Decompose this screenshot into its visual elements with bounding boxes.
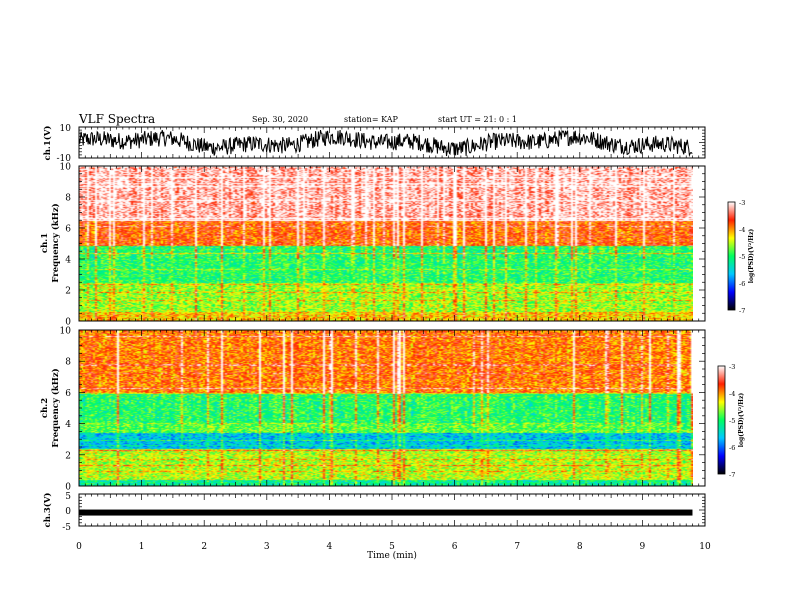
ch3-ytick-mid: 0 — [65, 507, 71, 517]
x-tick-label: 9 — [640, 542, 646, 552]
x-tick-label: 8 — [577, 542, 583, 552]
freq-tick-label: 0 — [65, 318, 71, 328]
freq-tick-label: 6 — [65, 389, 71, 399]
freq-tick-label: 2 — [65, 451, 71, 461]
ch2-spectrogram-panel: ch.2 Frequency (kHz) — [40, 329, 706, 487]
x-tick-label: 3 — [264, 542, 270, 552]
x-tick-label: 10 — [699, 542, 711, 552]
ch3-ytick-bottom: -5 — [62, 523, 71, 533]
x-tick-label: 0 — [76, 542, 82, 552]
cb1-tick-top: -3 — [739, 199, 745, 207]
ch3-waveform-line — [79, 509, 693, 516]
x-tick-label: 6 — [452, 542, 458, 552]
ch1-spectrogram-frame — [78, 165, 706, 322]
freq-tick-label: 4 — [65, 256, 71, 266]
ch1-ytick-top: 10 — [60, 124, 72, 134]
cb2-tick-4: -6 — [729, 444, 735, 452]
ch1-colorbar-gradient — [727, 201, 736, 311]
ch1-frame — [78, 126, 706, 159]
cb2-tick-3: -5 — [729, 417, 735, 425]
x-axis-label: Time (min) — [367, 550, 417, 561]
x-tick-label: 7 — [514, 542, 520, 552]
ch3-frame — [78, 493, 706, 527]
freq-tick-label: 2 — [65, 287, 71, 297]
ch1-ytick-bottom: -10 — [57, 154, 72, 164]
ch1-colorbar: -3 -4 -5 -6 -7 log(PSD)(V²/Hz) — [727, 199, 755, 315]
x-tick-label: 2 — [201, 542, 207, 552]
x-tick-label: 1 — [139, 542, 145, 552]
ch3-waveform-panel: 5 0 -5 ch.3(V) Time (min) — [42, 492, 706, 561]
cb2-tick-bottom: -7 — [729, 471, 735, 479]
freq-tick-label: 4 — [65, 420, 71, 430]
freq-tick-label: 10 — [60, 163, 72, 173]
cb1-tick-4: -6 — [739, 280, 745, 288]
freq-tick-label: 6 — [65, 225, 71, 235]
ch1-spectrogram-image — [79, 166, 693, 321]
ch1-spec-ylabel-2: Frequency (kHz) — [50, 203, 61, 282]
x-tick-labels: 0 1 2 3 4 5 6 7 8 9 10 — [76, 542, 711, 552]
ch2-spectrogram-frame — [78, 329, 706, 487]
cb2-tick-top: -3 — [729, 363, 735, 371]
ch1-waveform-panel: 10 -10 ch.1(V) — [42, 124, 706, 164]
freq-tick-label: 8 — [65, 194, 71, 204]
ch3-ylabel: ch.3(V) — [42, 493, 53, 528]
freq-tick-label: 10 — [60, 327, 72, 337]
cb2-tick-2: -4 — [729, 390, 735, 398]
x-tick-label: 5 — [389, 542, 395, 552]
cb1-tick-bottom: -7 — [739, 307, 745, 315]
ch1-ylabel: ch.1(V) — [42, 126, 53, 161]
x-tick-label: 4 — [327, 542, 333, 552]
ch2-spec-ylabel-2: Frequency (kHz) — [50, 368, 61, 447]
ch2-spec-ylabel-1: ch.2 — [40, 398, 50, 418]
freq-tick-label: 8 — [65, 358, 71, 368]
cb1-label: log(PSD)(V²/Hz) — [748, 229, 755, 284]
ch1-spec-ylabel-1: ch.1 — [40, 233, 50, 253]
figure-title: VLF Spectra — [78, 112, 155, 126]
station-label: station= KAP — [344, 115, 399, 124]
freq-tick-label: 0 — [65, 483, 71, 493]
cb1-tick-3: -5 — [739, 253, 745, 261]
date-label: Sep. 30, 2020 — [252, 115, 308, 124]
ch1-spectrogram-panel: ch.1 Frequency (kHz) — [40, 165, 706, 322]
start-time-label: start UT = 21: 0 : 1 — [438, 115, 517, 124]
ch2-colorbar-gradient — [717, 365, 726, 475]
cb2-label: log(PSD)(V²/Hz) — [738, 393, 745, 448]
cb1-tick-2: -4 — [739, 226, 745, 234]
ch3-ytick-top: 5 — [65, 492, 71, 502]
ch1-waveform-line — [78, 129, 693, 158]
ch2-spectrogram-image — [79, 330, 693, 486]
ch2-colorbar: -3 -4 -5 -6 -7 log(PSD)(V²/Hz) — [717, 363, 745, 479]
